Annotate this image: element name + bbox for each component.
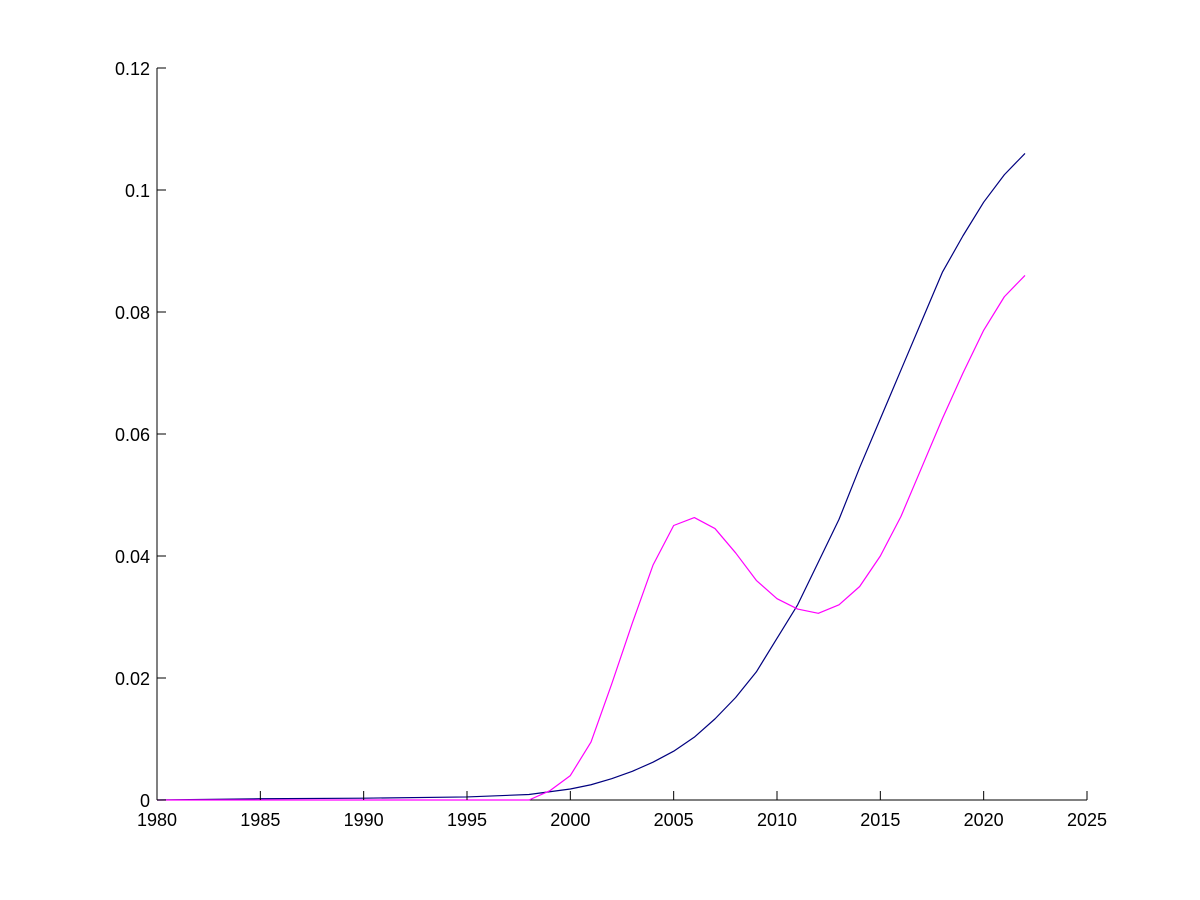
x-tick-label: 1980 [137,810,177,830]
x-axis-ticks: 1980 1985 1990 1995 2000 2005 2010 2015 2020 2025 [137,791,1107,830]
y-tick-label: 0.1 [125,181,150,201]
y-tick-label: 0.02 [115,669,150,689]
y-tick-label: 0 [140,791,150,811]
x-tick-label: 2000 [550,810,590,830]
series-group [156,152,1026,801]
y-tick-label: 0.04 [115,547,150,567]
y-tick-label: 0.06 [115,425,150,445]
x-tick-label: 2025 [1067,810,1107,830]
x-tick-label: 2015 [860,810,900,830]
y-tick-label: 0.12 [115,59,150,79]
x-tick-label: 2005 [654,810,694,830]
x-tick-label: 1995 [447,810,487,830]
series-line-2 [157,274,1026,801]
axes [156,68,1087,801]
series-line-1 [156,152,1026,801]
y-axis-ticks: 0 0.02 0.04 0.06 0.08 0.1 0.12 [115,59,166,811]
x-tick-label: 1990 [344,810,384,830]
x-tick-label: 1985 [240,810,280,830]
x-tick-label: 2010 [757,810,797,830]
y-tick-label: 0.08 [115,303,150,323]
x-tick-label: 2020 [964,810,1004,830]
